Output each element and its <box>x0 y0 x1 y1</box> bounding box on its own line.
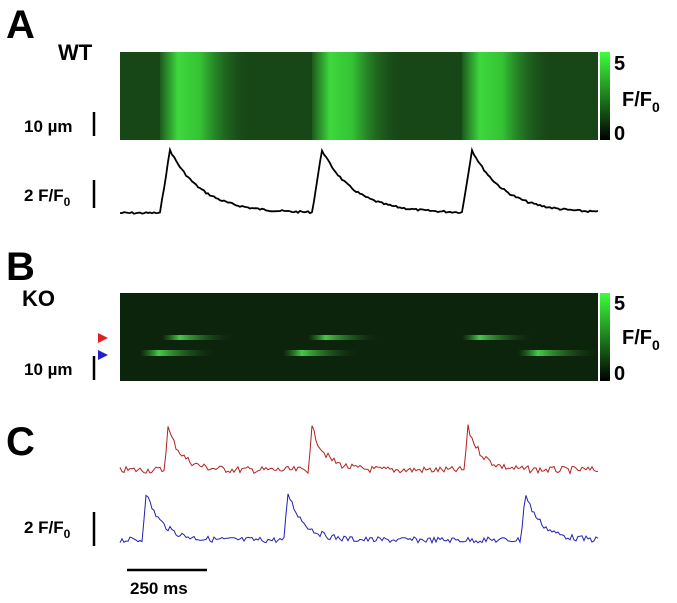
panel-letter: C <box>6 420 35 464</box>
trace-scale-label: 2 F/F0 <box>24 518 71 541</box>
label: 2 F/F <box>24 518 64 537</box>
genotype: WT <box>58 40 93 65</box>
unit: F/F <box>622 327 652 349</box>
unit-sub: 0 <box>652 99 660 115</box>
colorbar-min: 0 <box>614 123 625 145</box>
time-scale-label: 250 ms <box>130 579 188 598</box>
transient-band <box>462 52 552 140</box>
unit: F/F <box>622 89 652 111</box>
transient-band <box>312 52 402 140</box>
transient-band <box>160 52 250 140</box>
spark <box>518 350 598 356</box>
colorbar <box>600 52 610 140</box>
panel-letter: B <box>6 245 35 289</box>
unit-sub: 0 <box>652 337 660 353</box>
spark <box>140 350 215 356</box>
space-scale-label: 10 µm <box>24 117 73 136</box>
trace <box>119 424 598 476</box>
trace <box>119 493 599 545</box>
spark <box>283 350 358 356</box>
space-scale-label: 10 µm <box>24 360 73 379</box>
spark <box>162 335 232 340</box>
red-marker <box>98 333 108 343</box>
genotype: KO <box>22 286 55 311</box>
spark <box>308 335 378 340</box>
blue-marker <box>98 350 108 360</box>
trace <box>119 146 599 215</box>
colorbar-unit: F/F0 <box>622 327 660 353</box>
label-sub: 0 <box>64 195 71 209</box>
colorbar-max: 5 <box>614 53 625 75</box>
colorbar-min: 0 <box>614 363 625 385</box>
colorbar-max: 5 <box>614 293 625 315</box>
trace-scale-label: 2 F/F0 <box>24 186 71 209</box>
spark <box>462 335 532 340</box>
colorbar-unit: F/F0 <box>622 89 660 115</box>
label-sub: 0 <box>64 527 71 541</box>
label: 2 F/F <box>24 186 64 205</box>
colorbar <box>600 293 610 381</box>
panel-letter: A <box>6 3 35 47</box>
